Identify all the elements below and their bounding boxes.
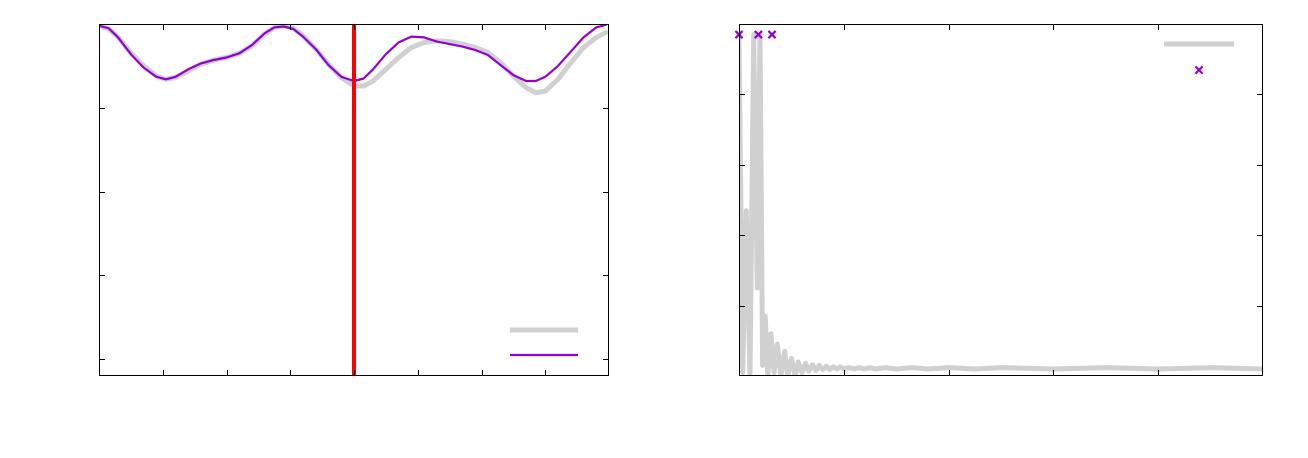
- left-chart: [99, 24, 609, 376]
- plot-area: [739, 32, 1263, 376]
- series-line-spectrum: [739, 32, 1263, 376]
- legend-marker-peaks: [1194, 65, 1204, 75]
- peak-marker: [754, 30, 763, 39]
- right-chart: [734, 24, 1263, 376]
- plot-area: [99, 24, 609, 96]
- series-line-model: [99, 24, 607, 83]
- plot-frame: [739, 24, 1263, 376]
- peak-marker: [767, 30, 777, 39]
